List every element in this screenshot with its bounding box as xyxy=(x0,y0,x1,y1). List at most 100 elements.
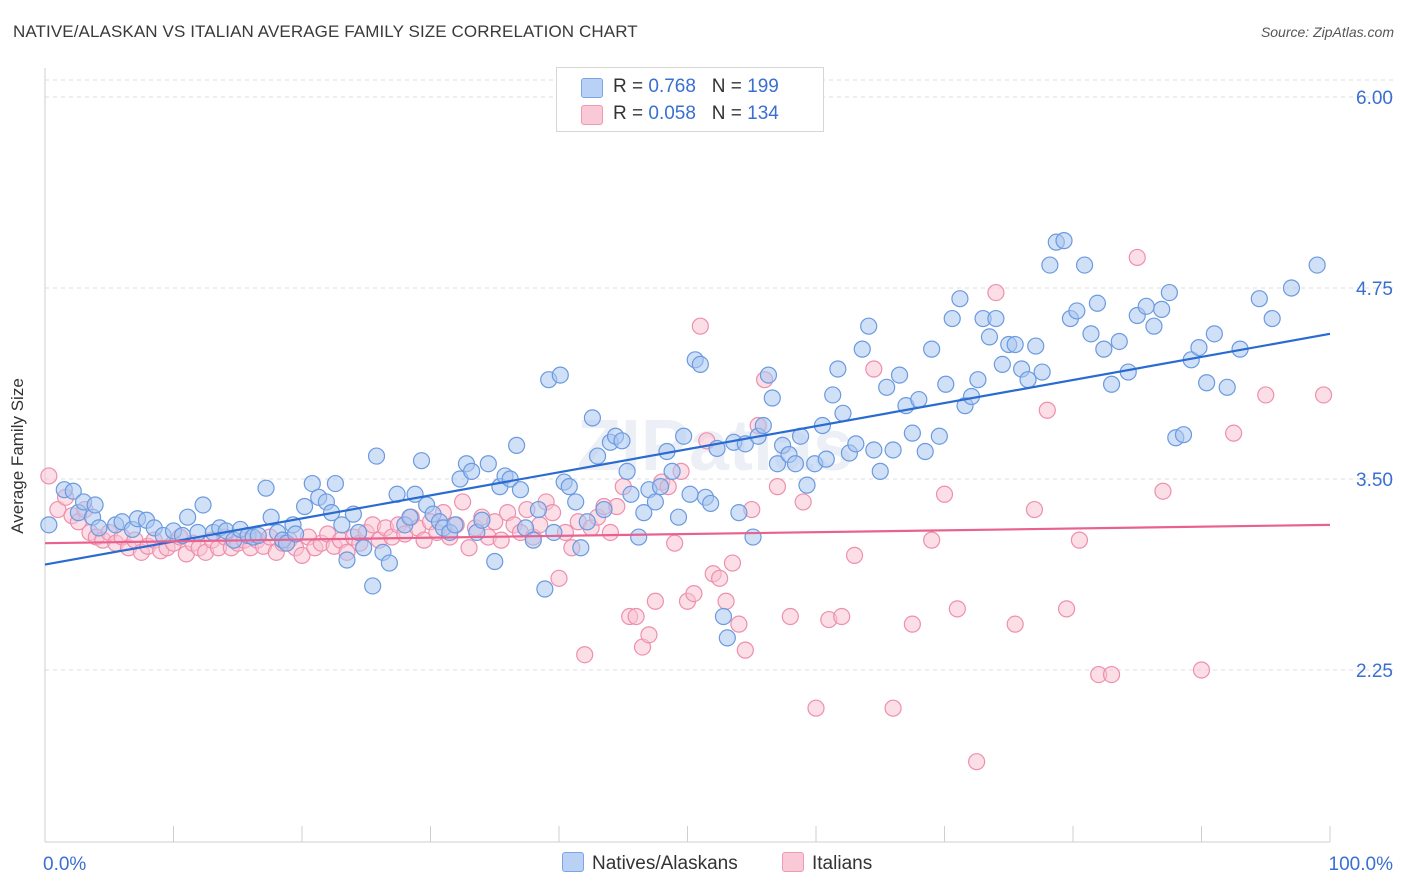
italians-point xyxy=(1070,531,1089,549)
italians-point xyxy=(1257,386,1275,404)
natives-point xyxy=(578,513,596,531)
axes xyxy=(44,68,1331,843)
natives-point xyxy=(295,497,314,516)
natives-point xyxy=(635,504,653,522)
italians-point xyxy=(1006,615,1024,633)
bottom-legend-swatch-pink xyxy=(782,852,804,872)
natives-point xyxy=(338,551,356,569)
natives-point xyxy=(884,441,902,459)
natives-point xyxy=(718,629,736,647)
natives-point xyxy=(860,317,878,335)
italians-point xyxy=(492,531,510,549)
natives-point xyxy=(675,427,693,445)
natives-point xyxy=(1198,374,1216,392)
natives-point xyxy=(987,309,1005,328)
natives-point xyxy=(524,531,542,549)
italians-point xyxy=(685,584,703,603)
x-tick-label: 100.0% xyxy=(1329,854,1394,875)
natives-point xyxy=(1033,363,1051,381)
natives-point xyxy=(847,435,865,453)
natives-point xyxy=(179,508,197,526)
natives-point xyxy=(824,386,842,404)
legend: R = 0.768 N = 199 R = 0.058 N = 134 xyxy=(556,67,824,132)
natives-point xyxy=(463,462,481,480)
natives-point xyxy=(943,309,961,328)
natives-point xyxy=(834,404,852,422)
natives-point xyxy=(567,493,585,511)
italians-point xyxy=(576,646,594,664)
natives-point xyxy=(355,539,373,557)
natives-point xyxy=(630,528,648,546)
natives-point xyxy=(669,508,688,526)
italians-point xyxy=(711,569,729,587)
natives-point xyxy=(622,485,640,503)
natives-point xyxy=(691,355,709,373)
italians-point xyxy=(884,699,902,717)
natives-point xyxy=(1190,338,1208,357)
natives-point xyxy=(618,462,636,480)
natives-point xyxy=(1095,340,1113,358)
legend-r-label: R = xyxy=(613,103,649,124)
natives-point xyxy=(759,366,778,384)
natives-trend-line xyxy=(44,332,1331,566)
italians-point xyxy=(794,493,812,511)
italians-point xyxy=(646,592,664,610)
natives-point xyxy=(262,508,280,526)
natives-point xyxy=(1088,294,1107,312)
natives-point xyxy=(64,482,82,500)
y-tick-label: 6.00 xyxy=(1356,88,1393,109)
natives-point xyxy=(1027,337,1045,355)
x-tick-label: 0.0% xyxy=(43,854,86,875)
legend-n-label: N = xyxy=(711,103,748,124)
natives-point xyxy=(1102,375,1121,393)
natives-point xyxy=(646,493,664,511)
natives-point xyxy=(326,474,345,493)
y-tick-label: 3.50 xyxy=(1356,470,1393,491)
natives-point xyxy=(1137,297,1155,315)
natives-point xyxy=(194,496,212,514)
natives-point xyxy=(380,554,398,572)
pink-points xyxy=(40,248,1333,771)
italians-point xyxy=(845,546,864,565)
natives-point xyxy=(702,494,720,513)
natives-point xyxy=(86,496,104,514)
chart-title: NATIVE/ALASKAN VS ITALIAN AVERAGE FAMILY… xyxy=(13,22,638,41)
trend-lines xyxy=(44,332,1331,566)
natives-point xyxy=(993,355,1011,373)
italians-point xyxy=(49,500,67,519)
italians-point xyxy=(1057,600,1076,618)
bottom-legend-swatch-blue xyxy=(562,852,584,872)
italians-point xyxy=(717,592,735,610)
natives-point xyxy=(333,516,351,534)
italians-point xyxy=(640,626,658,644)
legend-r-value: 0.058 xyxy=(648,103,696,124)
natives-point xyxy=(529,500,548,519)
natives-point xyxy=(1250,290,1268,308)
italians-point xyxy=(1154,482,1172,500)
natives-point xyxy=(853,340,871,358)
natives-point xyxy=(951,290,969,308)
italians-point xyxy=(531,516,549,534)
italians-point xyxy=(736,641,754,659)
natives-point xyxy=(714,607,733,626)
natives-point xyxy=(744,528,762,546)
natives-point xyxy=(817,450,835,468)
natives-point xyxy=(1205,325,1223,343)
natives-point xyxy=(916,442,934,461)
natives-point xyxy=(937,375,955,393)
natives-point xyxy=(1006,335,1024,354)
natives-point xyxy=(878,378,896,396)
italians-point xyxy=(723,554,742,572)
natives-point xyxy=(1282,279,1301,297)
natives-point xyxy=(923,340,941,358)
legend-r-label: R = xyxy=(613,76,649,97)
natives-point xyxy=(1055,232,1073,250)
natives-point xyxy=(560,478,578,496)
italians-point xyxy=(1225,424,1243,442)
legend-r-value: 0.768 xyxy=(648,76,696,97)
italians-point xyxy=(807,699,825,717)
natives-point xyxy=(1145,317,1163,335)
legend-n-value: 134 xyxy=(747,103,779,124)
natives-point xyxy=(903,424,921,442)
natives-point xyxy=(412,452,431,470)
